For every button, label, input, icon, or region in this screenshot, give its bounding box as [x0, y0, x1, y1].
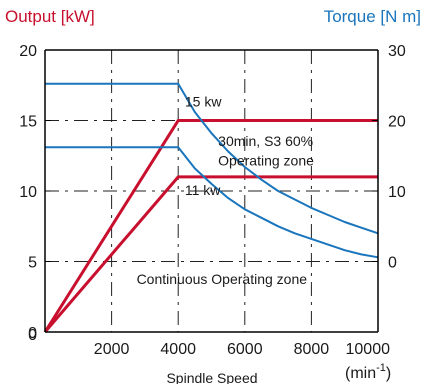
annotation-2: 30min, S3 60% [218, 133, 313, 149]
x-tick-label: 10000 [346, 341, 391, 358]
y-left-tick-label: 15 [19, 114, 37, 131]
x-axis-unit: (min-1) [345, 362, 391, 382]
y-left-tick-label: 0 [28, 325, 37, 342]
series-group [43, 82, 379, 333]
y-right-tick-label: 30 [388, 43, 406, 60]
series-line-3 [45, 82, 379, 235]
y-left-axis-title: Output [kW] [5, 7, 95, 26]
axes [44, 49, 379, 333]
y-left-tick-label: 20 [19, 43, 37, 60]
y-right-tick-label: 20 [388, 114, 406, 131]
series-line-2 [43, 175, 378, 333]
annotation-3: Operating zone [218, 153, 314, 169]
x-tick-label: 6000 [227, 341, 263, 358]
series-line-1 [43, 119, 378, 333]
annotation-4: 11 kw [185, 182, 221, 198]
y-right-tick-label: 10 [388, 184, 406, 201]
x-axis-title: Spindle Speed [166, 370, 257, 384]
y-right-tick-label: 0 [388, 255, 397, 272]
x-zero-label: 0 [28, 327, 37, 344]
series-line-4 [45, 146, 379, 259]
annotation-1: 15 kw [185, 93, 222, 109]
y-left-tick-label: 5 [28, 255, 37, 272]
y-left-tick-label: 10 [19, 184, 37, 201]
x-tick-label: 4000 [160, 341, 196, 358]
y-right-axis-title: Torque [N m] [324, 7, 421, 26]
annotation-5: Continuous Operating zone [137, 271, 308, 287]
x-tick-label: 2000 [94, 341, 130, 358]
x-tick-label: 8000 [294, 341, 330, 358]
